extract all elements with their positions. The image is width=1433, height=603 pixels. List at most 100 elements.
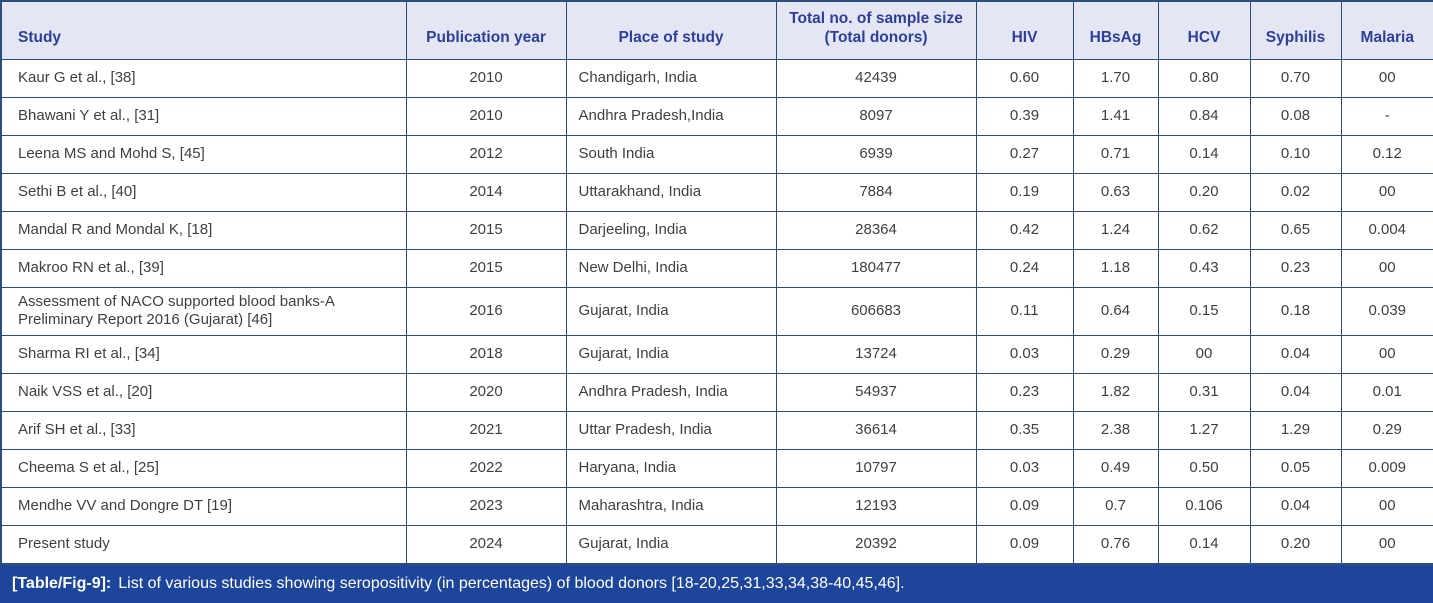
cell-study: Mandal R and Mondal K, [18] bbox=[0, 210, 407, 250]
cell-malaria: 00 bbox=[1340, 334, 1433, 375]
cell-study: Naik VSS et al., [20] bbox=[0, 373, 407, 413]
cell-total-sample: 28364 bbox=[775, 210, 977, 250]
cell-hcv: 1.27 bbox=[1157, 411, 1251, 451]
cell-hiv: 0.03 bbox=[975, 449, 1074, 489]
cell-total-sample: 13724 bbox=[775, 334, 977, 375]
cell-hbsag: 2.38 bbox=[1072, 411, 1159, 451]
cell-hiv: 0.09 bbox=[975, 525, 1074, 565]
column-header-hiv: HIV bbox=[975, 0, 1074, 60]
cell-publication-year: 2023 bbox=[405, 487, 567, 527]
cell-hcv: 0.20 bbox=[1157, 172, 1251, 212]
cell-syphilis: 0.70 bbox=[1249, 58, 1342, 98]
cell-total-sample: 180477 bbox=[775, 248, 977, 289]
cell-publication-year: 2022 bbox=[405, 449, 567, 489]
cell-total-sample: 36614 bbox=[775, 411, 977, 451]
cell-hcv: 0.50 bbox=[1157, 449, 1251, 489]
cell-hiv: 0.35 bbox=[975, 411, 1074, 451]
cell-syphilis: 0.65 bbox=[1249, 210, 1342, 250]
cell-publication-year: 2010 bbox=[405, 58, 567, 98]
cell-publication-year: 2014 bbox=[405, 172, 567, 212]
table-row: Arif SH et al., [33] 2021 Uttar Pradesh,… bbox=[0, 411, 1433, 451]
cell-hcv: 0.31 bbox=[1157, 373, 1251, 413]
table-row: Naik VSS et al., [20] 2020 Andhra Prades… bbox=[0, 373, 1433, 413]
cell-malaria: 00 bbox=[1340, 525, 1433, 565]
cell-hbsag: 0.7 bbox=[1072, 487, 1159, 527]
cell-study: Present study bbox=[0, 525, 407, 565]
column-header-hcv: HCV bbox=[1157, 0, 1251, 60]
cell-hbsag: 0.49 bbox=[1072, 449, 1159, 489]
cell-syphilis: 0.04 bbox=[1249, 373, 1342, 413]
cell-total-sample: 6939 bbox=[775, 134, 977, 174]
cell-hcv: 0.14 bbox=[1157, 134, 1251, 174]
table-row: Sethi B et al., [40] 2014 Uttarakhand, I… bbox=[0, 172, 1433, 212]
cell-hbsag: 1.70 bbox=[1072, 58, 1159, 98]
cell-study: Makroo RN et al., [39] bbox=[0, 248, 407, 289]
cell-total-sample: 10797 bbox=[775, 449, 977, 489]
cell-hbsag: 0.29 bbox=[1072, 334, 1159, 375]
column-header-publication-year: Publication year bbox=[405, 0, 567, 60]
cell-syphilis: 1.29 bbox=[1249, 411, 1342, 451]
cell-hbsag: 0.63 bbox=[1072, 172, 1159, 212]
header-row: Study Publication year Place of study To… bbox=[0, 0, 1433, 60]
cell-study: Assessment of NACO supported blood banks… bbox=[0, 287, 407, 336]
table-row: Present study 2024 Gujarat, India 20392 … bbox=[0, 525, 1433, 565]
cell-hcv: 0.80 bbox=[1157, 58, 1251, 98]
cell-hiv: 0.19 bbox=[975, 172, 1074, 212]
cell-place-of-study: Maharashtra, India bbox=[565, 487, 777, 527]
column-header-place-of-study: Place of study bbox=[565, 0, 777, 60]
table-row: Kaur G et al., [38] 2010 Chandigarh, Ind… bbox=[0, 58, 1433, 98]
cell-total-sample: 12193 bbox=[775, 487, 977, 527]
cell-hiv: 0.23 bbox=[975, 373, 1074, 413]
cell-malaria: 0.01 bbox=[1340, 373, 1433, 413]
cell-syphilis: 0.18 bbox=[1249, 287, 1342, 336]
cell-malaria: 00 bbox=[1340, 58, 1433, 98]
cell-hiv: 0.09 bbox=[975, 487, 1074, 527]
cell-syphilis: 0.23 bbox=[1249, 248, 1342, 289]
table-caption-bar: [Table/Fig-9]: List of various studies s… bbox=[0, 565, 1433, 603]
cell-publication-year: 2020 bbox=[405, 373, 567, 413]
cell-place-of-study: Chandigarh, India bbox=[565, 58, 777, 98]
cell-malaria: 0.004 bbox=[1340, 210, 1433, 250]
studies-table: Study Publication year Place of study To… bbox=[0, 0, 1433, 565]
cell-syphilis: 0.05 bbox=[1249, 449, 1342, 489]
cell-hcv: 0.106 bbox=[1157, 487, 1251, 527]
cell-syphilis: 0.02 bbox=[1249, 172, 1342, 212]
table-row: Cheema S et al., [25] 2022 Haryana, Indi… bbox=[0, 449, 1433, 489]
cell-place-of-study: Gujarat, India bbox=[565, 287, 777, 336]
cell-place-of-study: Uttar Pradesh, India bbox=[565, 411, 777, 451]
cell-total-sample: 42439 bbox=[775, 58, 977, 98]
caption-text: List of various studies showing seroposi… bbox=[118, 575, 905, 592]
cell-malaria: 00 bbox=[1340, 248, 1433, 289]
cell-publication-year: 2015 bbox=[405, 210, 567, 250]
cell-malaria: 00 bbox=[1340, 172, 1433, 212]
cell-hbsag: 0.71 bbox=[1072, 134, 1159, 174]
cell-hiv: 0.27 bbox=[975, 134, 1074, 174]
cell-malaria: 00 bbox=[1340, 487, 1433, 527]
cell-hbsag: 1.18 bbox=[1072, 248, 1159, 289]
column-header-syphilis: Syphilis bbox=[1249, 0, 1342, 60]
cell-hbsag: 1.82 bbox=[1072, 373, 1159, 413]
column-header-malaria: Malaria bbox=[1340, 0, 1433, 60]
cell-hcv: 0.14 bbox=[1157, 525, 1251, 565]
column-header-total-sample-size: Total no. of sample size (Total donors) bbox=[775, 0, 977, 60]
cell-place-of-study: Gujarat, India bbox=[565, 525, 777, 565]
cell-syphilis: 0.08 bbox=[1249, 96, 1342, 136]
table-row: Bhawani Y et al., [31] 2010 Andhra Prade… bbox=[0, 96, 1433, 136]
cell-total-sample: 8097 bbox=[775, 96, 977, 136]
cell-study: Leena MS and Mohd S, [45] bbox=[0, 134, 407, 174]
cell-study: Arif SH et al., [33] bbox=[0, 411, 407, 451]
cell-publication-year: 2018 bbox=[405, 334, 567, 375]
cell-hiv: 0.03 bbox=[975, 334, 1074, 375]
cell-hcv: 0.84 bbox=[1157, 96, 1251, 136]
cell-total-sample: 54937 bbox=[775, 373, 977, 413]
cell-place-of-study: Darjeeling, India bbox=[565, 210, 777, 250]
cell-study: Sharma RI et al., [34] bbox=[0, 334, 407, 375]
cell-publication-year: 2021 bbox=[405, 411, 567, 451]
cell-hiv: 0.60 bbox=[975, 58, 1074, 98]
cell-malaria: 0.29 bbox=[1340, 411, 1433, 451]
table-row: Mandal R and Mondal K, [18] 2015 Darjeel… bbox=[0, 210, 1433, 250]
cell-place-of-study: Andhra Pradesh,India bbox=[565, 96, 777, 136]
column-header-study: Study bbox=[0, 0, 407, 60]
cell-syphilis: 0.04 bbox=[1249, 334, 1342, 375]
